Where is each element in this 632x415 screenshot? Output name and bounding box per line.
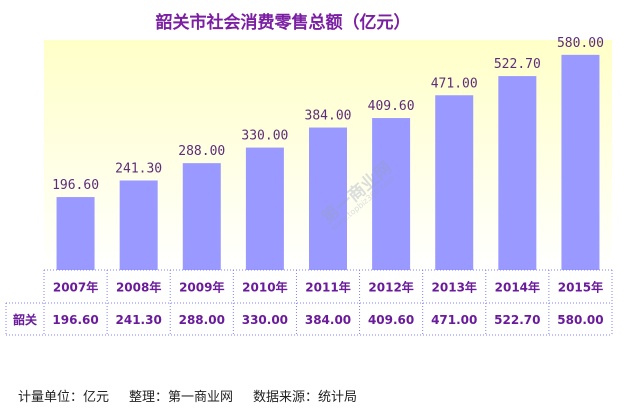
footer-unit: 计量单位：亿元 (18, 390, 110, 405)
category-label: 2011年 (305, 280, 350, 295)
series-name-label: 韶关 (13, 312, 37, 327)
bar-2013年 (435, 95, 474, 270)
category-label: 2007年 (53, 280, 98, 295)
table-value: 471.00 (431, 313, 477, 327)
bar-value-label: 330.00 (241, 129, 288, 144)
bar-2015年 (561, 54, 600, 270)
bar-2009年 (182, 163, 221, 270)
bar-2012年 (372, 118, 411, 271)
bar-value-label: 471.00 (431, 76, 478, 91)
category-label: 2014年 (495, 280, 540, 295)
footer: 计量单位：亿元 整理：第一商业网 数据来源：统计局 (18, 386, 377, 405)
bar-value-label: 288.00 (178, 144, 225, 159)
category-label: 2013年 (432, 280, 477, 295)
chart-title: 韶关市社会消费零售总额（亿元） (155, 13, 411, 33)
table-value: 241.30 (116, 313, 162, 327)
bar-2014年 (498, 76, 537, 271)
bar-value-label: 522.70 (494, 57, 541, 72)
bar-value-label: 384.00 (305, 109, 352, 124)
category-label: 2009年 (179, 280, 224, 295)
bar-2011年 (309, 127, 347, 270)
table-value: 196.60 (52, 313, 98, 327)
footer-source: 数据来源：统计局 (253, 390, 358, 405)
category-label: 2010年 (242, 280, 287, 295)
category-label: 2008年 (116, 280, 161, 295)
bar-2010年 (245, 147, 284, 270)
bar-value-label: 409.60 (368, 99, 415, 114)
bar-value-label: 580.00 (557, 36, 604, 51)
table-value: 384.00 (305, 313, 351, 327)
bar-2007年 (56, 197, 95, 270)
table-value: 330.00 (242, 313, 288, 327)
category-label: 2012年 (368, 280, 413, 295)
table-value: 409.60 (368, 313, 414, 327)
bar-value-label: 196.60 (52, 178, 99, 193)
table-value: 522.70 (494, 313, 540, 327)
bar-2008年 (119, 180, 158, 270)
table-value: 580.00 (557, 313, 603, 327)
bar-value-label: 241.30 (115, 161, 162, 176)
table-value: 288.00 (179, 313, 225, 327)
footer-compiler: 整理：第一商业网 (129, 390, 234, 405)
category-label: 2015年 (558, 280, 603, 295)
